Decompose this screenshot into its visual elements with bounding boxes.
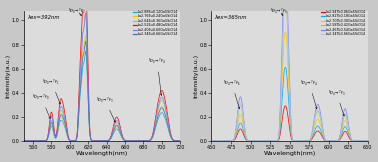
Y-axis label: Intensity(a.u.): Intensity(a.u.) xyxy=(193,54,198,98)
Y-axis label: Intensity(a.u.): Intensity(a.u.) xyxy=(6,54,11,98)
Text: $^5D_4$$\to$$^7F_4$: $^5D_4$$\to$$^7F_4$ xyxy=(300,78,318,109)
Text: $^5D_0$$\to$$^7F_0$: $^5D_0$$\to$$^7F_0$ xyxy=(33,93,50,119)
Text: $^5D_0$$\to$$^7F_4$: $^5D_0$$\to$$^7F_4$ xyxy=(148,56,166,95)
Text: $^5D_4$$\to$$^7F_6$: $^5D_4$$\to$$^7F_6$ xyxy=(223,78,241,109)
Text: $^5D_0$$\to$$^7F_3$: $^5D_0$$\to$$^7F_3$ xyxy=(96,95,115,122)
Text: λex=392nm: λex=392nm xyxy=(27,15,59,20)
X-axis label: Wavelength(nm): Wavelength(nm) xyxy=(263,151,316,156)
Text: $^5D_4$$\to$$^7F_5$: $^5D_4$$\to$$^7F_5$ xyxy=(271,6,288,16)
Text: λex=365nm: λex=365nm xyxy=(215,15,247,20)
Text: $^5D_0$$\to$$^7F_1$: $^5D_0$$\to$$^7F_1$ xyxy=(42,77,60,104)
Legend: La2.88Eu0.12Ga5SiO14, La2.76Eu0.24Ga5SiO14, La2.64Eu0.36Ga5SiO14, La2.52Eu0.48Ga: La2.88Eu0.12Ga5SiO14, La2.76Eu0.24Ga5SiO… xyxy=(133,10,178,36)
X-axis label: Wavelength(nm): Wavelength(nm) xyxy=(76,151,128,156)
Text: $^5D_0$$\to$$^7F_2$: $^5D_0$$\to$$^7F_2$ xyxy=(68,6,86,16)
Legend: La2.94Tb0.06Ga5SiO14, La2.82Tb0.18Ga5SiO14, La2.70Tb0.30Ga5SiO14, La2.58Tb0.42Ga: La2.94Tb0.06Ga5SiO14, La2.82Tb0.18Ga5SiO… xyxy=(321,10,366,36)
Text: $^5D_4$$\to$$^7F_3$: $^5D_4$$\to$$^7F_3$ xyxy=(328,88,345,116)
